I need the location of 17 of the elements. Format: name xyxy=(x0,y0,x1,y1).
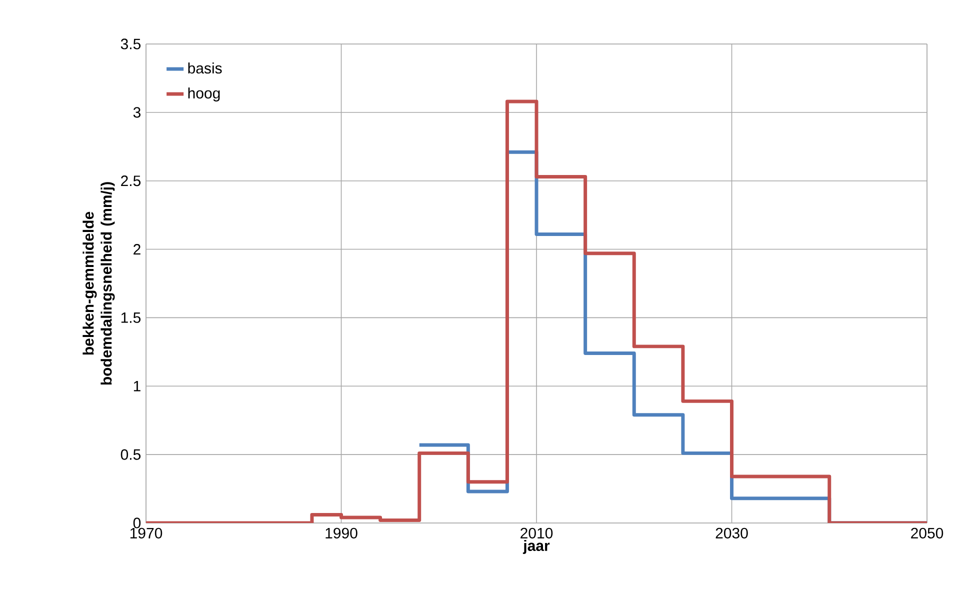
x-tick-label: 1970 xyxy=(130,528,162,538)
x-tick-label: 2010 xyxy=(520,528,553,538)
x-tick-label: 2050 xyxy=(911,528,944,538)
y-tick-label: 1 xyxy=(134,380,140,392)
y-tick-label: 3.5 xyxy=(120,38,141,50)
y-tick-label: 2.5 xyxy=(121,176,141,186)
y-tick-label: 2 xyxy=(134,244,140,255)
y-tick-label: 0 xyxy=(133,518,141,528)
legend-label: basis xyxy=(188,62,222,74)
y-tick-label: 0.5 xyxy=(120,449,141,460)
legend-label: hoog xyxy=(188,87,220,102)
y-tick-label: 1.5 xyxy=(121,312,141,323)
x-tick-label: 2030 xyxy=(716,528,748,538)
y-tick-label: 3 xyxy=(133,107,140,118)
y-axis-title: bekken-gemmidelde bodemdalingsnelheid (mm/j) xyxy=(82,182,115,385)
x-axis-title: jaar xyxy=(522,540,550,554)
x-tick-label: 1990 xyxy=(326,528,358,538)
